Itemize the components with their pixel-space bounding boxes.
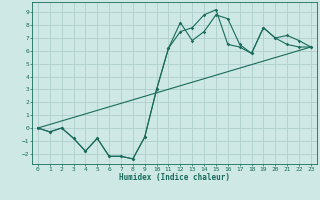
- X-axis label: Humidex (Indice chaleur): Humidex (Indice chaleur): [119, 173, 230, 182]
